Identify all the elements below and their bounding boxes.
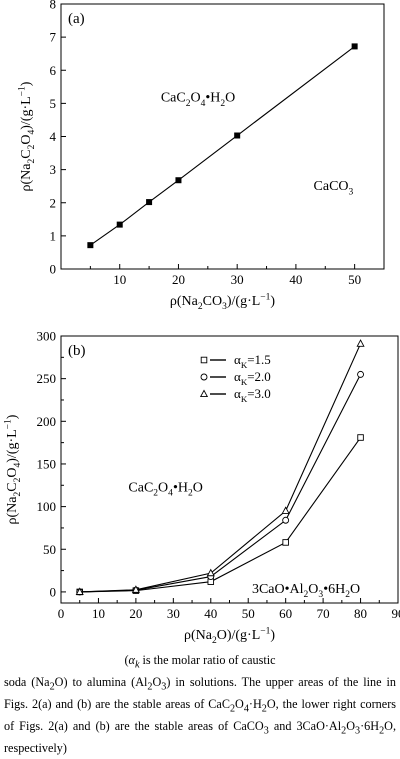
data-point	[116, 221, 123, 228]
panel-label: (a)	[68, 11, 85, 27]
series-line	[90, 45, 355, 246]
data-point	[200, 356, 208, 364]
series-line	[79, 343, 362, 593]
data-point	[131, 585, 140, 593]
y-tick-label: 250	[37, 371, 57, 386]
y-tick-label: 1	[50, 228, 57, 243]
y-tick-label: 0	[50, 584, 57, 599]
data-point	[351, 43, 358, 50]
data-point	[356, 339, 365, 347]
x-tick-label: 0	[58, 606, 65, 621]
data-point	[234, 132, 241, 139]
y-tick-label: 0	[50, 262, 57, 277]
data-point	[281, 506, 290, 514]
y-axis-label: ρ(Na2C2O4)/(g·L−1)	[3, 414, 23, 524]
data-point	[175, 177, 182, 184]
figure-caption: (αk is the molar ratio of caustic soda (…	[4, 652, 396, 758]
region-label: CaC2O4•H2O	[161, 91, 235, 109]
y-tick-label: 5	[50, 96, 57, 111]
y-tick-label: 8	[50, 0, 57, 12]
data-point	[206, 568, 215, 577]
y-tick-label: 2	[50, 195, 57, 210]
y-axis-label: ρ(Na2C2O4)/(g·L−1)	[17, 81, 37, 191]
x-tick-label: 10	[92, 606, 105, 621]
x-axis-label: ρ(Na2CO3)/(g·L−1)	[170, 292, 276, 312]
x-tick-label: 20	[172, 272, 185, 287]
data-point	[282, 539, 289, 546]
x-tick-label: 40	[289, 272, 302, 287]
y-tick-label: 3	[50, 162, 57, 177]
data-point	[87, 242, 94, 249]
x-tick-label: 40	[204, 606, 217, 621]
data-point	[200, 373, 208, 381]
legend-label: αK=1.5	[234, 352, 271, 370]
y-tick-label: 50	[43, 542, 56, 557]
data-point	[282, 516, 290, 524]
y-tick-label: 100	[37, 499, 57, 514]
data-point	[357, 370, 365, 378]
panel-b: 0 10 20 30 40 50 60 70 80 90 0 50 100 150 200 250 300 (b)…	[3, 329, 400, 647]
y-tick-label: 7	[50, 30, 57, 45]
x-tick-label: 10	[113, 272, 126, 287]
caption-body: soda (Na2O) to alumina (Al2O3) in soluti…	[4, 675, 396, 756]
panel-label: (b)	[68, 343, 86, 359]
y-tick-label: 300	[37, 329, 57, 344]
x-tick-label: 70	[317, 606, 330, 621]
x-tick-label: 80	[354, 606, 367, 621]
data-point	[75, 587, 84, 595]
region-label: CaCO3	[314, 179, 354, 197]
x-axis-label: ρ(Na2O)/(g·L−1)	[184, 626, 275, 646]
x-tick-label: 60	[279, 606, 292, 621]
x-tick-label: 20	[129, 606, 142, 621]
x-tick-label: 30	[231, 272, 244, 287]
plot-frame	[60, 3, 385, 270]
region-label: 3CaO•Al2O3•6H2O	[252, 582, 360, 600]
series-line	[79, 437, 362, 593]
x-tick-label: 50	[242, 606, 255, 621]
caption-line-1: (αk is the molar ratio of caustic	[124, 653, 276, 671]
legend-label: αK=2.0	[234, 369, 271, 387]
y-tick-label: 4	[50, 129, 57, 144]
y-tick-label: 150	[37, 456, 57, 471]
x-tick-label: 50	[348, 272, 361, 287]
series-line	[79, 374, 362, 593]
data-point	[199, 389, 209, 398]
legend-label: αK=3.0	[234, 386, 271, 404]
panel-a: 10 20 30 40 50 0 1 2 3 4 5 6 7 8 (a) ρ(Na2CO3)/(g·L−1) ρ…	[17, 0, 385, 312]
y-tick-label: 6	[50, 63, 57, 78]
x-tick-label: 30	[167, 606, 180, 621]
data-point	[357, 434, 364, 441]
region-label: CaC2O4•H2O	[128, 480, 202, 498]
data-point	[146, 199, 153, 206]
y-tick-label: 200	[37, 414, 57, 429]
figure: 10 20 30 40 50 0 1 2 3 4 5 6 7 8 (a) ρ(Na2CO3)/(g·L−1) ρ…	[3, 0, 400, 647]
x-tick-label: 90	[392, 606, 400, 621]
